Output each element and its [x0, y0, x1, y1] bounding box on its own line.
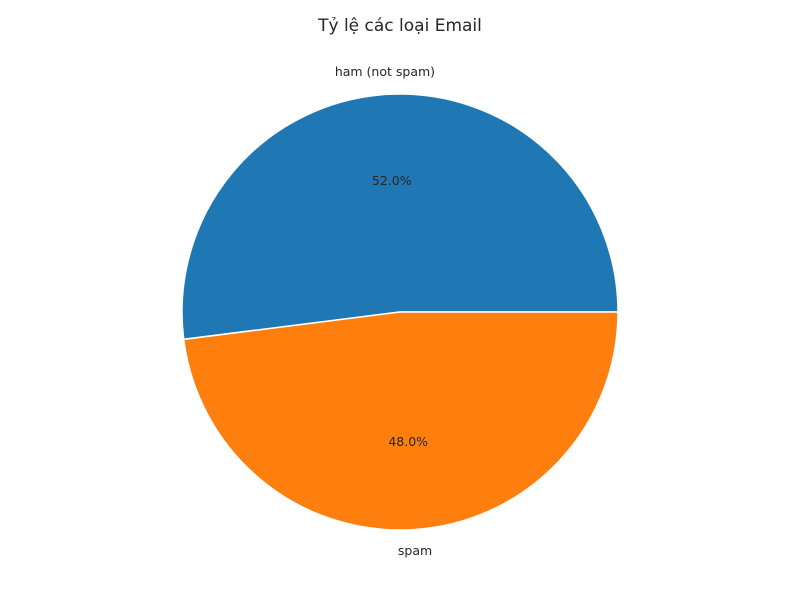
pie-slice-ham — [181, 93, 619, 341]
category-label: spam — [398, 543, 432, 558]
pie-slices — [181, 93, 619, 531]
category-label: ham (not spam) — [335, 64, 435, 79]
pie-labels: ham (not spam) 52.0% spam 48.0% — [335, 64, 435, 558]
pie-slice-spam — [182, 311, 619, 531]
percent-label: 52.0% — [372, 173, 412, 188]
chart-title: Tỷ lệ các loại Email — [317, 16, 482, 36]
percent-label: 48.0% — [388, 434, 428, 449]
